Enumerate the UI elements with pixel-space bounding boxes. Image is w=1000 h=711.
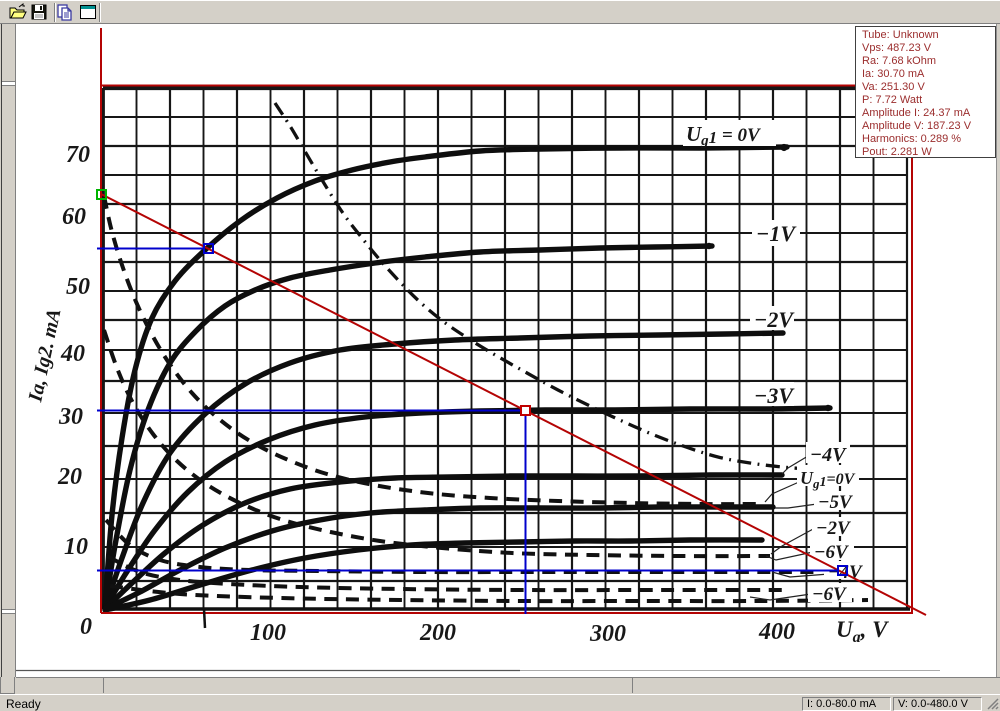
- svg-text:Ua, V: Ua, V: [836, 617, 889, 646]
- svg-text:10: 10: [64, 534, 88, 560]
- svg-text:Ug1=0V: Ug1=0V: [800, 468, 856, 491]
- svg-text:0: 0: [80, 614, 92, 640]
- svg-text:300: 300: [589, 621, 626, 647]
- svg-text:−3V: −3V: [754, 383, 795, 408]
- svg-text:−4V: −4V: [810, 444, 847, 466]
- svg-text:70: 70: [66, 142, 90, 168]
- svg-text:20: 20: [57, 464, 82, 490]
- svg-text:−5V: −5V: [818, 492, 853, 513]
- svg-text:−1V: −1V: [756, 221, 797, 246]
- svg-text:−2V: −2V: [816, 518, 851, 539]
- svg-text:200: 200: [419, 620, 456, 646]
- svg-text:Ia, Ig2. mA: Ia, Ig2. mA: [24, 307, 65, 405]
- svg-text:30: 30: [58, 404, 83, 430]
- svg-text:Ug1 = 0V: Ug1 = 0V: [686, 122, 761, 149]
- svg-text:100: 100: [250, 620, 286, 646]
- svg-text:400: 400: [758, 619, 795, 645]
- svg-text:−6V: −6V: [814, 542, 849, 563]
- svg-text:−2V: −2V: [754, 307, 795, 332]
- svg-text:40: 40: [60, 341, 85, 367]
- svg-text:50: 50: [66, 274, 90, 300]
- svg-text:−6V: −6V: [812, 584, 847, 605]
- svg-text:60: 60: [62, 204, 86, 230]
